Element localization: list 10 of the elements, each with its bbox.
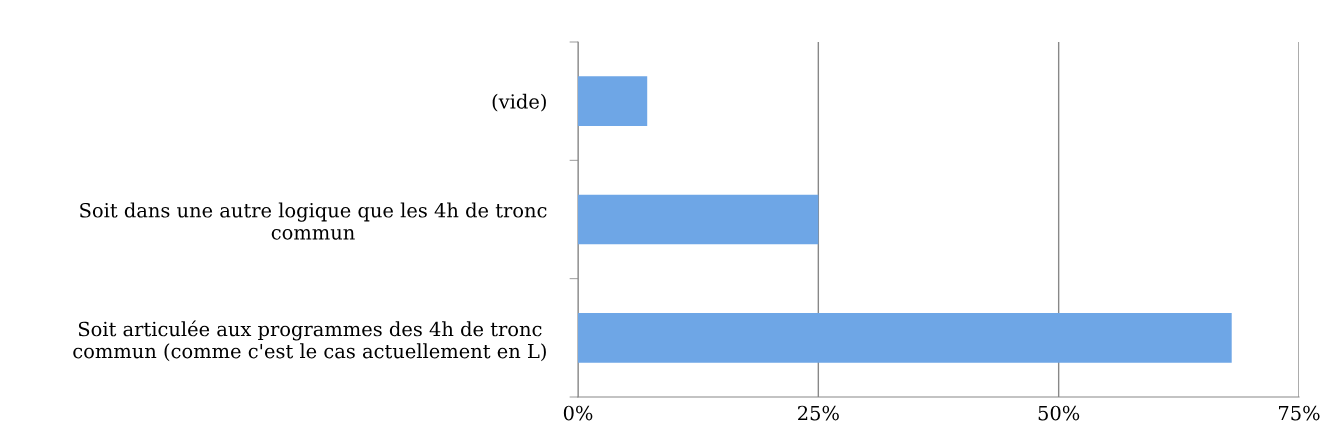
x-tick-label: 75%	[1279, 405, 1320, 421]
x-tick-label: 25%	[798, 405, 839, 421]
bar	[578, 76, 648, 127]
y-tick-label: (vide)	[492, 93, 546, 112]
bar	[578, 312, 1232, 363]
x-tick-label: 50%	[1038, 405, 1080, 421]
bar	[578, 194, 819, 245]
y-tick-label: Soit articulée aux programmes des 4h de tronc commun (comme c'est le cas actuellement en L)	[73, 320, 546, 362]
x-tick-label: 0%	[563, 405, 593, 421]
y-tick-label: Soit dans une autre logique que les 4h de tronc commun	[80, 202, 547, 240]
